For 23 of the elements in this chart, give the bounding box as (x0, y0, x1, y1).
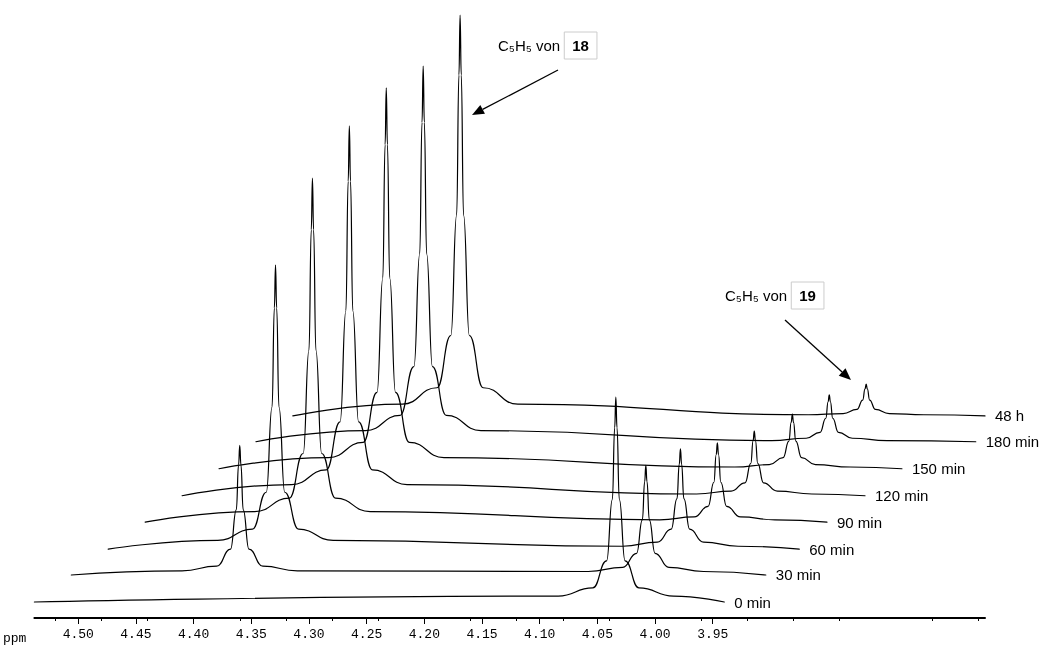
x-axis-title: ppm (3, 631, 27, 646)
series-label: 30 min (775, 566, 821, 584)
x-tick-label: 3.95 (697, 627, 729, 642)
series-label: 48 h (995, 407, 1025, 425)
x-tick-label: 4.45 (120, 627, 152, 642)
x-tick-label: 4.05 (581, 627, 613, 642)
x-tick-label: 4.15 (466, 627, 498, 642)
series-label: 90 min (836, 513, 882, 531)
x-tick-label: 4.10 (524, 627, 556, 642)
x-tick-label: 4.00 (639, 627, 671, 642)
x-tick-label: 4.30 (293, 627, 325, 642)
series-label: 150 min (911, 460, 966, 478)
x-tick-label: 4.40 (178, 627, 210, 642)
annotation: C₅H₅ von 18 (498, 37, 589, 54)
series-label: 60 min (809, 540, 855, 558)
x-tick-label: 4.25 (351, 627, 383, 642)
x-tick-label: 4.20 (408, 627, 440, 642)
annotation: C₅H₅ von 19 (725, 287, 816, 304)
x-tick-label: 4.35 (235, 627, 267, 642)
x-tick-label: 4.50 (62, 627, 94, 642)
series-label: 0 min (734, 593, 771, 611)
series-label: 180 min (985, 433, 1040, 451)
series-label: 120 min (875, 487, 929, 505)
